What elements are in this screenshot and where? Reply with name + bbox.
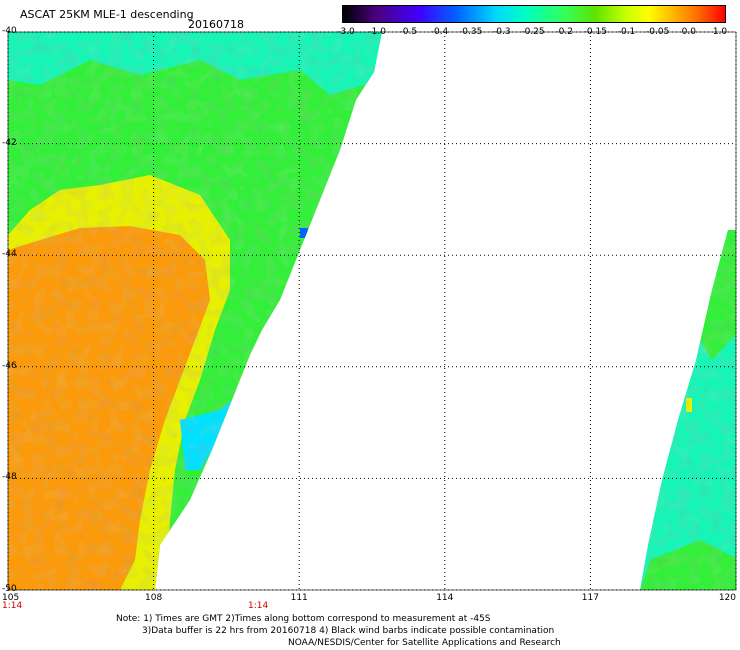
latitude-label: -48 — [2, 472, 17, 483]
footer-note-line3: NOAA/NESDIS/Center for Satellite Applica… — [288, 638, 561, 648]
colorbar-tick: -1.0 — [368, 27, 386, 37]
longitude-label: 111 — [290, 593, 308, 603]
latitude-label: -40 — [2, 26, 17, 36]
colorbar-tick: -0.35 — [459, 27, 483, 37]
product-title: ASCAT 25KM MLE-1 descending — [20, 8, 194, 21]
time-label-left: 1:14 — [2, 601, 23, 611]
colorbar-gradient — [343, 6, 725, 22]
colorbar-tick: -0.1 — [617, 27, 636, 37]
footer-note-line2: 3)Data buffer is 22 hrs from 20160718 4)… — [142, 626, 555, 636]
longitude-label: 114 — [436, 593, 454, 603]
latitude-label: -42 — [2, 137, 17, 148]
colorbar-tick: -0.05 — [646, 27, 670, 37]
latitude-label: -46 — [2, 360, 17, 371]
colorbar-tick: -0.2 — [555, 27, 573, 37]
latitude-label: -50 — [2, 584, 17, 594]
colorbar-tick: -3.0 — [337, 27, 355, 37]
colorbar-tick: 1.0 — [712, 27, 728, 37]
colorbar-tick: -0.3 — [493, 27, 511, 37]
map-frame — [7, 31, 737, 591]
colorbar-tick: -0.5 — [399, 27, 418, 37]
latitude-label: -44 — [2, 249, 17, 260]
colorbar-tick: -0.4 — [430, 27, 449, 37]
colorbar-tick: -0.15 — [583, 27, 607, 37]
longitude-label: 105 — [2, 593, 20, 603]
colorbar-tick: 0.0 — [681, 27, 696, 37]
longitude-label: 117 — [581, 593, 599, 603]
product-date: 20160718 — [188, 18, 244, 31]
left-swath — [8, 32, 382, 590]
right-swath — [640, 230, 736, 590]
longitude-label: 108 — [145, 593, 163, 603]
longitude-label: 120 — [718, 593, 736, 603]
colorbar-tick: -0.25 — [521, 27, 545, 37]
footer-note-line1: Note: 1) Times are GMT 2)Times along bot… — [116, 614, 491, 624]
time-label-center: 1:14 — [248, 601, 269, 611]
colorbar — [342, 5, 726, 23]
